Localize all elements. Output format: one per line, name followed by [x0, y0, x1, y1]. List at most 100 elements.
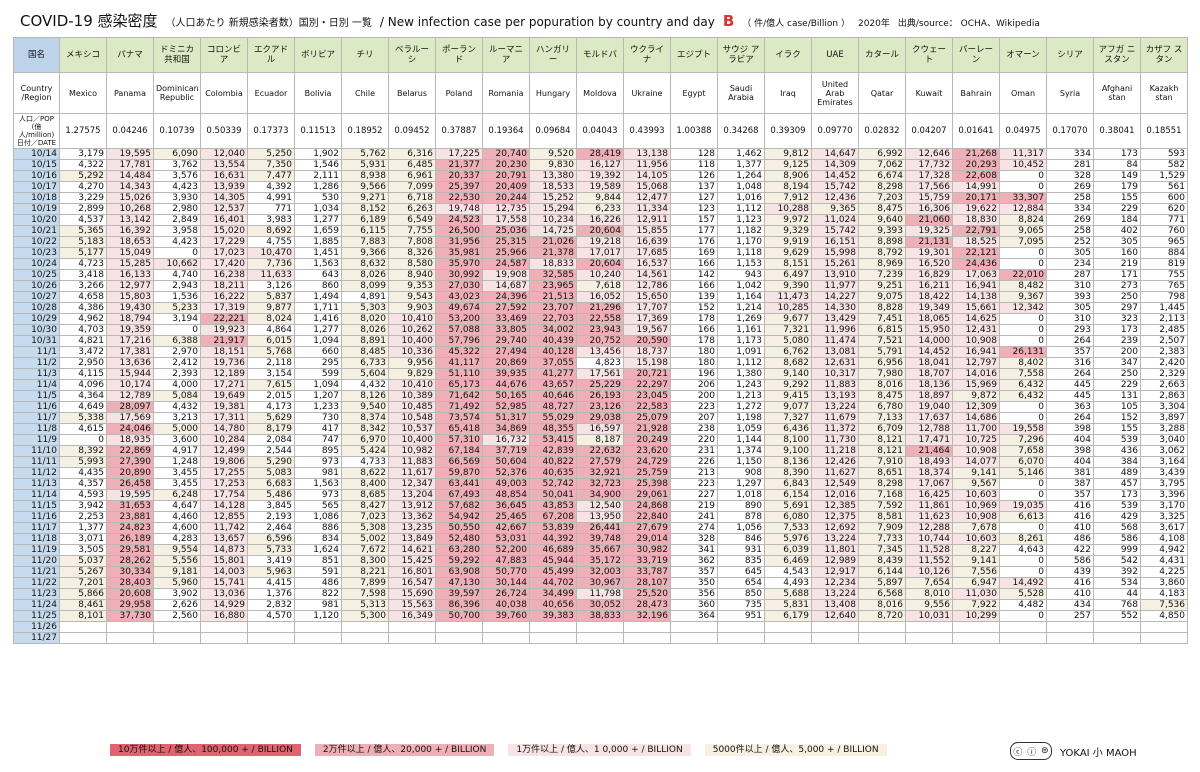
table-cell: 257	[1046, 610, 1094, 622]
table-cell: 23,045	[623, 390, 671, 402]
table-cell: 11,528	[905, 544, 953, 556]
table-cell: 30,992	[435, 269, 483, 281]
table-cell: 6,674	[858, 170, 906, 182]
table-cell: 645	[717, 566, 765, 578]
table-cell: 822	[294, 588, 342, 600]
country-name-en: Bolivia	[294, 72, 342, 114]
table-cell: 1,451	[294, 247, 342, 259]
table-cell: 180	[670, 357, 718, 369]
table-cell: 11,030	[952, 588, 1000, 600]
table-cell: 0	[999, 335, 1047, 347]
table-cell: 7,592	[858, 500, 906, 512]
table-cell: 3,617	[1140, 522, 1188, 534]
table-cell: 539	[1093, 434, 1141, 446]
row-date: 10/30	[13, 324, 60, 336]
table-cell: 13,235	[388, 522, 436, 534]
table-cell: 6,497	[764, 269, 812, 281]
table-cell: 57,796	[435, 335, 483, 347]
table-cell: 20,171	[952, 192, 1000, 204]
table-cell: 1,380	[717, 368, 765, 380]
table-cell: 229	[1093, 203, 1141, 215]
row-date: 11/5	[13, 390, 60, 402]
table-cell: 16,222	[200, 291, 248, 303]
table-cell: 67,208	[529, 511, 577, 523]
table-cell: 57,682	[435, 500, 483, 512]
table-cell	[529, 632, 577, 644]
table-cell: 287	[1046, 269, 1094, 281]
table-cell: 28,473	[623, 599, 671, 611]
table-cell: 3,304	[1140, 401, 1188, 413]
table-cell: 11,861	[905, 500, 953, 512]
table-cell: 9,567	[952, 478, 1000, 490]
table-cell: 17,558	[482, 214, 530, 226]
table-cell: 0	[999, 181, 1047, 193]
row-date: 11/13	[13, 478, 60, 490]
row-date: 10/15	[13, 159, 60, 171]
table-cell: 12,288	[905, 522, 953, 534]
table-cell: 241	[670, 511, 718, 523]
table-cell: 5,084	[153, 390, 201, 402]
table-cell: 819	[1140, 258, 1188, 270]
table-row: 11/19 3,505 29,581 9,554 14,873 5,733 1,624 7,6…	[13, 544, 1188, 556]
table-cell: 3,942	[59, 500, 107, 512]
table-cell: 184	[1093, 214, 1141, 226]
table-cell: 3,419	[247, 555, 295, 567]
header-label-en: Country /Region	[13, 72, 60, 114]
row-date: 11/6	[13, 401, 60, 413]
table-cell: 223	[670, 401, 718, 413]
table-cell: 6,549	[388, 214, 436, 226]
table-cell: 17,328	[905, 170, 953, 182]
country-name-jp: ボリビア	[294, 37, 342, 73]
table-cell: 2,544	[247, 445, 295, 457]
table-cell: 5,837	[247, 291, 295, 303]
table-cell: 18,707	[905, 368, 953, 380]
table-cell: 14,105	[623, 170, 671, 182]
table-cell: 16,547	[388, 577, 436, 589]
country-population: 0.09684	[529, 113, 577, 149]
table-cell: 15,803	[106, 291, 154, 303]
table-cell: 17,017	[576, 247, 624, 259]
table-cell: 14,000	[905, 335, 953, 347]
table-cell: 7,733	[858, 533, 906, 545]
table-cell: 17,271	[200, 379, 248, 391]
table-cell: 3,845	[247, 500, 295, 512]
table-cell: 6,568	[858, 588, 906, 600]
table-cell: 26,189	[106, 533, 154, 545]
table-row: 11/3 4,115 15,944 2,393 12,189 3,154 599 5,604 9…	[13, 368, 1188, 380]
table-cell: 30,967	[576, 577, 624, 589]
table-cell: 16,732	[482, 434, 530, 446]
table-cell: 429	[1093, 511, 1141, 523]
table-cell: 17,569	[106, 412, 154, 424]
table-cell: 13,224	[811, 533, 859, 545]
table-cell: 40,656	[529, 599, 577, 611]
table-cell: 1,233	[294, 401, 342, 413]
table-cell: 1,377	[717, 159, 765, 171]
table-cell: 12,735	[482, 203, 530, 215]
table-cell: 12,385	[811, 500, 859, 512]
country-name-en: Iraq	[764, 72, 812, 114]
table-cell: 1,164	[717, 291, 765, 303]
table-cell: 34,002	[529, 324, 577, 336]
table-cell: 7,654	[905, 577, 953, 589]
table-cell: 43,023	[435, 291, 483, 303]
country-name-jp: カザフ スタン	[1140, 37, 1188, 73]
table-cell: 3,288	[1140, 423, 1188, 435]
table-cell: 3,455	[153, 478, 201, 490]
table-cell: 21,378	[529, 247, 577, 259]
table-row: 10/23 5,177 15,049 0 17,023 10,470 1,451 9,366 8…	[13, 247, 1188, 259]
table-cell: 20,791	[482, 170, 530, 182]
table-cell: 43,853	[529, 500, 577, 512]
header-row-en: Country /Region Mexico Panama Dominican Re…	[13, 72, 1188, 114]
table-cell: 293	[1046, 324, 1094, 336]
table-cell: 5,290	[247, 456, 295, 468]
table-cell: 417	[294, 423, 342, 435]
table-cell: 14,330	[811, 302, 859, 314]
table-cell: 40,038	[482, 599, 530, 611]
table-cell: 362	[670, 555, 718, 567]
table-cell: 16,880	[200, 610, 248, 622]
table-cell: 173	[1093, 489, 1141, 501]
table-cell: 36,645	[482, 500, 530, 512]
table-cell: 4,493	[764, 577, 812, 589]
table-cell: 10,485	[388, 401, 436, 413]
table-row: 11/4 4,096 10,174 4,000 17,271 7,615 1,094 4,43…	[13, 379, 1188, 391]
